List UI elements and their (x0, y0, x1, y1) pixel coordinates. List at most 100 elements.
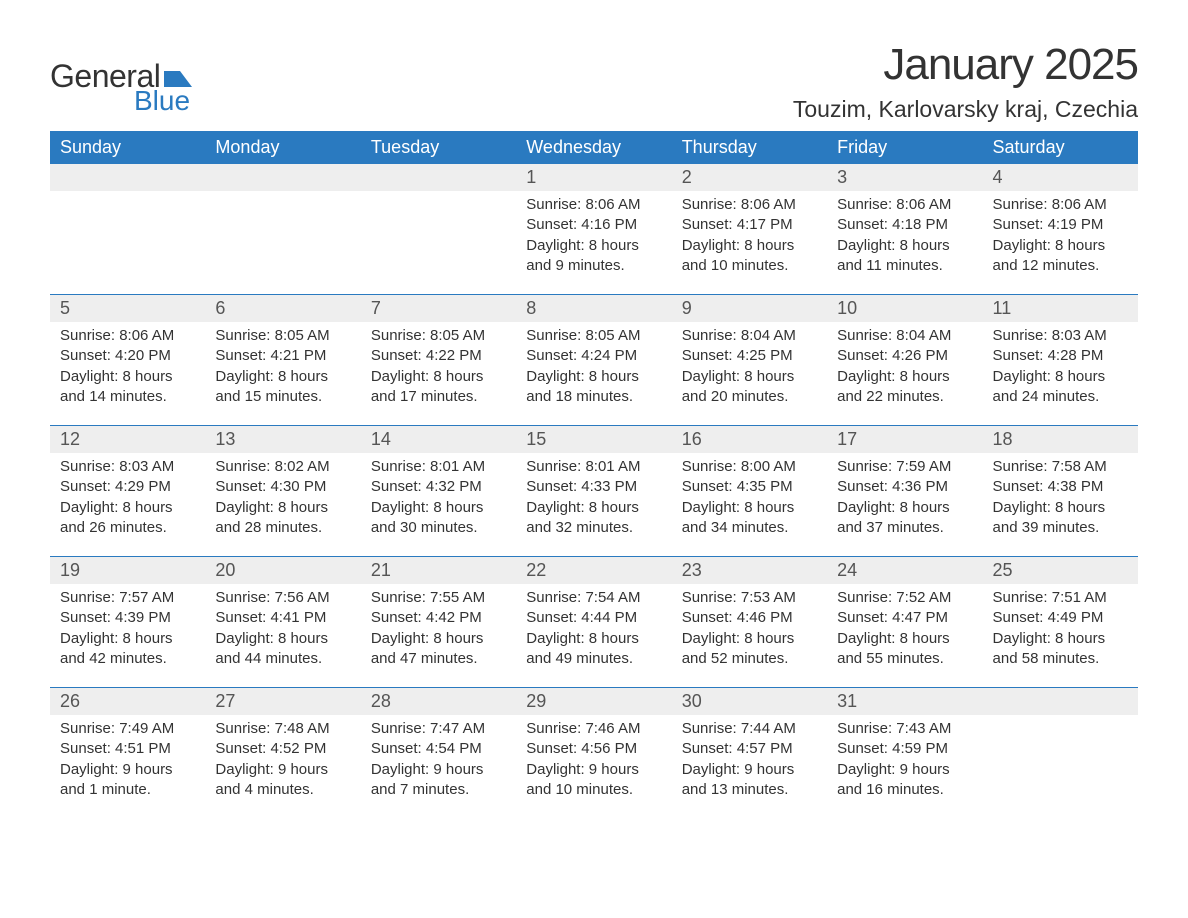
day-content: Sunrise: 8:01 AMSunset: 4:32 PMDaylight:… (371, 457, 506, 538)
sunset-text: Sunset: 4:52 PM (215, 739, 350, 759)
day-content: Sunrise: 8:03 AMSunset: 4:29 PMDaylight:… (60, 457, 195, 538)
daylight-text: Daylight: 8 hours and 58 minutes. (993, 629, 1128, 670)
daylight-text: Daylight: 8 hours and 24 minutes. (993, 367, 1128, 408)
day-content: Sunrise: 7:59 AMSunset: 4:36 PMDaylight:… (837, 457, 972, 538)
calendar-week-row: 1Sunrise: 8:06 AMSunset: 4:16 PMDaylight… (50, 164, 1138, 295)
calendar-day-cell: 25Sunrise: 7:51 AMSunset: 4:49 PMDayligh… (983, 557, 1138, 688)
calendar-day-cell: 28Sunrise: 7:47 AMSunset: 4:54 PMDayligh… (361, 688, 516, 819)
calendar-day-cell: 13Sunrise: 8:02 AMSunset: 4:30 PMDayligh… (205, 426, 360, 557)
daylight-text: Daylight: 8 hours and 17 minutes. (371, 367, 506, 408)
sunrise-text: Sunrise: 7:56 AM (215, 588, 350, 608)
daylight-text: Daylight: 8 hours and 55 minutes. (837, 629, 972, 670)
day-content: Sunrise: 8:04 AMSunset: 4:25 PMDaylight:… (682, 326, 817, 407)
daylight-text: Daylight: 8 hours and 39 minutes. (993, 498, 1128, 539)
day-number: 31 (827, 688, 982, 715)
calendar-week-row: 26 Sunrise: 7:49 AMSunset: 4:51 PMDayligh… (50, 688, 1138, 819)
day-number: 11 (983, 295, 1138, 322)
day-content: Sunrise: 7:48 AMSunset: 4:52 PMDaylight:… (215, 719, 350, 800)
daylight-text: Daylight: 8 hours and 49 minutes. (526, 629, 661, 670)
sunset-text: Sunset: 4:42 PM (371, 608, 506, 628)
day-header: Friday (827, 131, 982, 164)
day-number: 1 (516, 164, 671, 191)
sunrise-text: Sunrise: 8:06 AM (526, 195, 661, 215)
sunrise-text: Sunrise: 8:05 AM (526, 326, 661, 346)
day-number: 10 (827, 295, 982, 322)
day-header: Tuesday (361, 131, 516, 164)
day-content: Sunrise: 7:51 AMSunset: 4:49 PMDaylight:… (993, 588, 1128, 669)
sunrise-text: Sunrise: 8:06 AM (60, 326, 195, 346)
day-number: 19 (50, 557, 205, 584)
daylight-text: Daylight: 8 hours and 10 minutes. (682, 236, 817, 277)
sunrise-text: Sunrise: 8:00 AM (682, 457, 817, 477)
day-number: 3 (827, 164, 982, 191)
daylight-text: Daylight: 8 hours and 47 minutes. (371, 629, 506, 670)
day-content: Sunrise: 7:52 AMSunset: 4:47 PMDaylight:… (837, 588, 972, 669)
day-number: 30 (672, 688, 827, 715)
day-header: Sunday (50, 131, 205, 164)
calendar-day-cell: 30Sunrise: 7:44 AMSunset: 4:57 PMDayligh… (672, 688, 827, 819)
day-content: Sunrise: 7:46 AMSunset: 4:56 PMDaylight:… (526, 719, 661, 800)
day-number: 4 (983, 164, 1138, 191)
calendar-day-cell: 18Sunrise: 7:58 AMSunset: 4:38 PMDayligh… (983, 426, 1138, 557)
title-block: January 2025 Touzim, Karlovarsky kraj, C… (793, 40, 1138, 123)
sunrise-text: Sunrise: 8:01 AM (526, 457, 661, 477)
sunrise-text: Sunrise: 7:48 AM (215, 719, 350, 739)
day-content: Sunrise: 7:53 AMSunset: 4:46 PMDaylight:… (682, 588, 817, 669)
calendar-week-row: 12Sunrise: 8:03 AMSunset: 4:29 PMDayligh… (50, 426, 1138, 557)
brand-blue-text: Blue (134, 85, 192, 117)
day-header: Wednesday (516, 131, 671, 164)
sunrise-text: Sunrise: 7:53 AM (682, 588, 817, 608)
calendar-day-cell: 24 Sunrise: 7:52 AMSunset: 4:47 PMDayligh… (827, 557, 982, 688)
sunset-text: Sunset: 4:20 PM (60, 346, 195, 366)
calendar-day-cell: 11 Sunrise: 8:03 AMSunset: 4:28 PMDayligh… (983, 295, 1138, 426)
day-number: 13 (205, 426, 360, 453)
calendar-day-cell: 7Sunrise: 8:05 AMSunset: 4:22 PMDaylight… (361, 295, 516, 426)
calendar-day-cell: 2Sunrise: 8:06 AMSunset: 4:17 PMDaylight… (672, 164, 827, 295)
day-number: 2 (672, 164, 827, 191)
sunset-text: Sunset: 4:49 PM (993, 608, 1128, 628)
sunset-text: Sunset: 4:57 PM (682, 739, 817, 759)
day-number: 16 (672, 426, 827, 453)
sunrise-text: Sunrise: 7:59 AM (837, 457, 972, 477)
day-content: Sunrise: 8:06 AMSunset: 4:18 PMDaylight:… (837, 195, 972, 276)
day-number: 29 (516, 688, 671, 715)
calendar-day-cell: 16Sunrise: 8:00 AMSunset: 4:35 PMDayligh… (672, 426, 827, 557)
day-content: Sunrise: 7:49 AMSunset: 4:51 PMDaylight:… (60, 719, 195, 800)
day-content: Sunrise: 8:03 AMSunset: 4:28 PMDaylight:… (993, 326, 1128, 407)
day-number: 17 (827, 426, 982, 453)
day-number: 15 (516, 426, 671, 453)
calendar-day-cell: 6Sunrise: 8:05 AMSunset: 4:21 PMDaylight… (205, 295, 360, 426)
day-content: Sunrise: 7:55 AMSunset: 4:42 PMDaylight:… (371, 588, 506, 669)
sunset-text: Sunset: 4:24 PM (526, 346, 661, 366)
sunset-text: Sunset: 4:18 PM (837, 215, 972, 235)
sunrise-text: Sunrise: 7:52 AM (837, 588, 972, 608)
daylight-text: Daylight: 8 hours and 28 minutes. (215, 498, 350, 539)
daylight-text: Daylight: 8 hours and 15 minutes. (215, 367, 350, 408)
calendar-day-cell: 19Sunrise: 7:57 AMSunset: 4:39 PMDayligh… (50, 557, 205, 688)
sunset-text: Sunset: 4:17 PM (682, 215, 817, 235)
sunset-text: Sunset: 4:54 PM (371, 739, 506, 759)
day-number: 20 (205, 557, 360, 584)
calendar-day-cell: 20 Sunrise: 7:56 AMSunset: 4:41 PMDayligh… (205, 557, 360, 688)
calendar-day-cell: 22Sunrise: 7:54 AMSunset: 4:44 PMDayligh… (516, 557, 671, 688)
day-number: 26 (50, 688, 205, 715)
daylight-text: Daylight: 9 hours and 10 minutes. (526, 760, 661, 801)
sunrise-text: Sunrise: 8:04 AM (682, 326, 817, 346)
day-number: 24 (827, 557, 982, 584)
daylight-text: Daylight: 9 hours and 7 minutes. (371, 760, 506, 801)
calendar-day-cell (983, 688, 1138, 819)
daylight-text: Daylight: 8 hours and 11 minutes. (837, 236, 972, 277)
day-content: Sunrise: 8:01 AMSunset: 4:33 PMDaylight:… (526, 457, 661, 538)
day-content: Sunrise: 8:06 AMSunset: 4:20 PMDaylight:… (60, 326, 195, 407)
daylight-text: Daylight: 8 hours and 44 minutes. (215, 629, 350, 670)
daylight-text: Daylight: 9 hours and 4 minutes. (215, 760, 350, 801)
day-content: Sunrise: 8:05 AMSunset: 4:22 PMDaylight:… (371, 326, 506, 407)
sunrise-text: Sunrise: 7:44 AM (682, 719, 817, 739)
sunset-text: Sunset: 4:41 PM (215, 608, 350, 628)
sunrise-text: Sunrise: 7:47 AM (371, 719, 506, 739)
calendar-day-cell: 1Sunrise: 8:06 AMSunset: 4:16 PMDaylight… (516, 164, 671, 295)
sunrise-text: Sunrise: 8:05 AM (371, 326, 506, 346)
calendar-day-cell: 31Sunrise: 7:43 AMSunset: 4:59 PMDayligh… (827, 688, 982, 819)
sunset-text: Sunset: 4:44 PM (526, 608, 661, 628)
sunset-text: Sunset: 4:19 PM (993, 215, 1128, 235)
